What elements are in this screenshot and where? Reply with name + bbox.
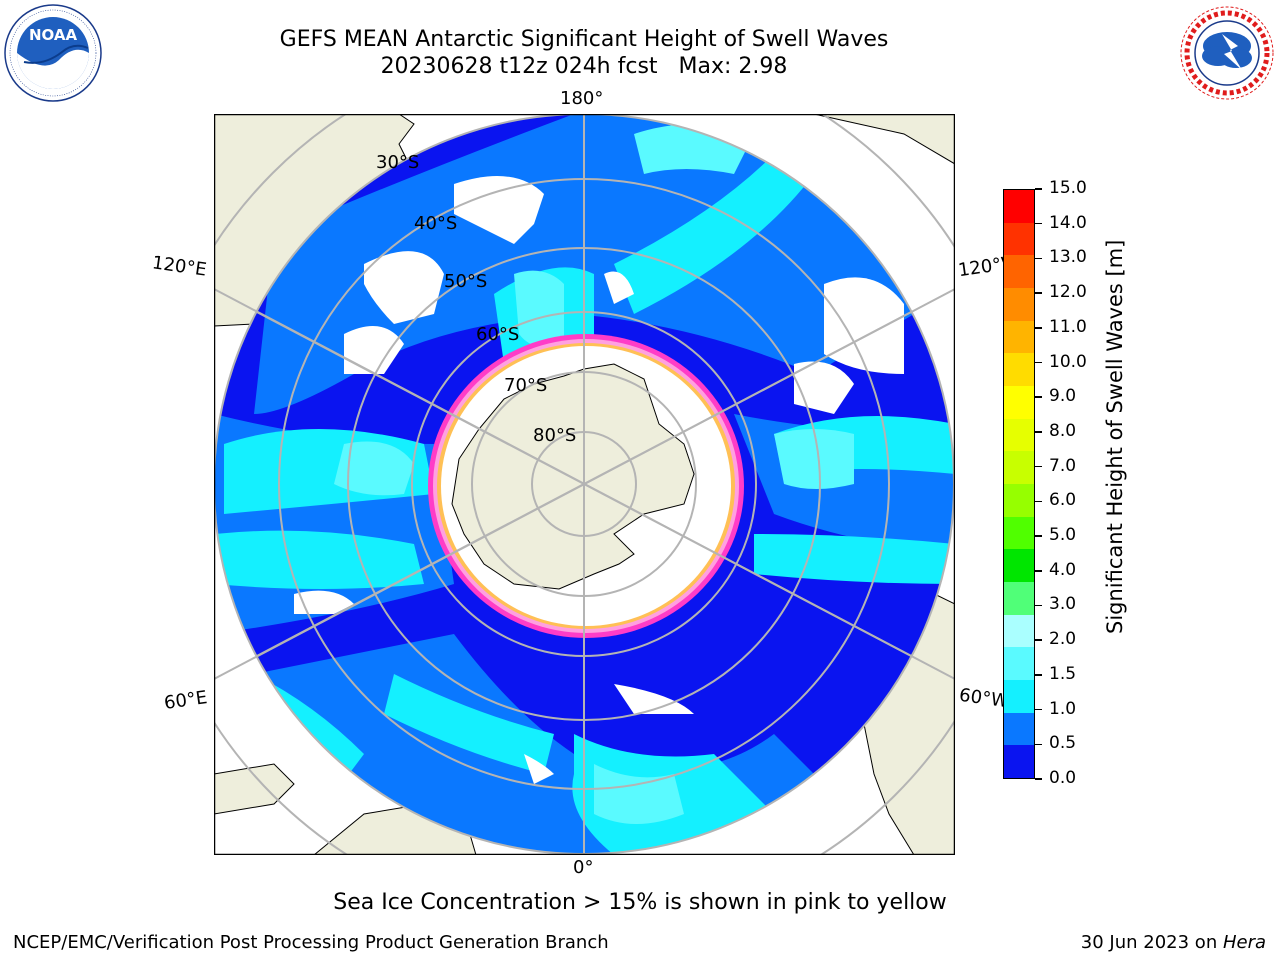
colorbar-cell [1004, 288, 1034, 321]
colorbar-tick-label: 1.0 [1049, 698, 1077, 719]
nws-logo [1178, 4, 1276, 102]
colorbar-tick-mark [1035, 188, 1042, 190]
colorbar-tick-label: 15.0 [1049, 178, 1087, 198]
lon-label-60e: 60°E [162, 687, 209, 714]
lat-label-60s: 60°S [476, 324, 520, 345]
colorbar-tick-label: 13.0 [1049, 247, 1087, 268]
lat-label-70s: 70°S [504, 375, 548, 396]
colorbar-cell [1004, 680, 1034, 713]
colorbar-cell [1004, 516, 1034, 550]
colorbar-cell [1004, 549, 1034, 583]
forecast-run: 20230628 t12z 024h fcst [380, 54, 658, 79]
colorbar-tick-mark [1035, 535, 1042, 537]
lon-label-180: 180° [560, 88, 604, 109]
lon-label-120e: 120°E [150, 252, 208, 281]
footer-date: 30 Jun 2023 on Hera [1081, 932, 1266, 953]
colorbar-cell [1004, 745, 1034, 779]
lat-label-80s: 80°S [533, 425, 577, 446]
colorbar-cell [1004, 647, 1034, 681]
colorbar-cell [1004, 614, 1034, 648]
colorbar-tick-label: 1.5 [1049, 663, 1077, 684]
sea-ice-note: Sea Ice Concentration > 15% is shown in … [333, 890, 947, 915]
colorbar-tick-mark [1035, 327, 1042, 329]
colorbar-tick-label: 4.0 [1049, 559, 1077, 580]
colorbar-cell [1004, 353, 1034, 387]
colorbar-tick-label: 9.0 [1049, 386, 1077, 407]
colorbar-tick-label: 8.0 [1049, 420, 1077, 441]
colorbar-tick-mark [1035, 570, 1042, 572]
colorbar-tick-mark [1035, 604, 1042, 607]
colorbar-tick-label: 0.0 [1049, 768, 1077, 788]
antarctica-landmass [451, 363, 695, 590]
colorbar-cell [1004, 582, 1034, 615]
colorbar-tick-label: 12.0 [1049, 282, 1087, 303]
colorbar-tick-mark [1035, 674, 1042, 676]
map-frame [214, 114, 955, 855]
colorbar-tick-label: 3.0 [1049, 594, 1077, 615]
polar-map [214, 114, 955, 855]
noaa-logo-text: NOAA [29, 26, 78, 44]
colorbar-tick-mark [1035, 361, 1042, 364]
colorbar-tick-mark [1035, 778, 1042, 780]
lat-label-40s: 40°S [414, 213, 458, 234]
footer-date-text: 30 Jun 2023 on [1080, 932, 1223, 953]
noaa-logo: NOAA [4, 4, 102, 102]
colorbar-tick-mark [1035, 500, 1042, 503]
colorbar-cell [1004, 484, 1034, 517]
colorbar-cell [1004, 190, 1034, 223]
colorbar-tick-mark [1035, 743, 1042, 746]
colorbar-tick-mark [1035, 708, 1042, 711]
colorbar-tick-mark [1035, 292, 1042, 294]
colorbar-tick-label: 14.0 [1049, 212, 1087, 233]
map-subtitle: 20230628 t12z 024h fcst Max: 2.98 [0, 54, 1168, 80]
colorbar-tick-label: 0.5 [1049, 733, 1077, 754]
footer-credit: NCEP/EMC/Verification Post Processing Pr… [13, 932, 609, 953]
lat-label-50s: 50°S [444, 271, 488, 292]
colorbar-tick-mark [1035, 431, 1042, 433]
colorbar-cell [1004, 222, 1034, 256]
colorbar-cell [1004, 712, 1034, 746]
colorbar-cell [1004, 451, 1034, 485]
colorbar-tick-label: 11.0 [1049, 316, 1087, 337]
colorbar-cell [1004, 418, 1034, 452]
colorbar-cell [1004, 255, 1034, 289]
colorbar-label: Significant Height of Swell Waves [m] [1103, 239, 1127, 634]
colorbar-tick-mark [1035, 465, 1042, 468]
colorbar-cell [1004, 320, 1034, 354]
map-title: GEFS MEAN Antarctic Significant Height o… [279, 27, 889, 52]
colorbar-tick-mark [1035, 222, 1042, 225]
colorbar [1003, 189, 1035, 779]
colorbar-tick-mark [1035, 257, 1042, 260]
colorbar-tick-label: 7.0 [1049, 455, 1077, 476]
colorbar-tick-label: 2.0 [1049, 629, 1077, 650]
colorbar-tick-mark [1035, 396, 1042, 398]
max-value: Max: 2.98 [678, 54, 788, 79]
colorbar-cell [1004, 386, 1034, 419]
lat-label-30s: 30°S [376, 152, 420, 173]
footer-machine: Hera [1222, 932, 1266, 953]
colorbar-tick-label: 5.0 [1049, 525, 1077, 546]
colorbar-tick-label: 10.0 [1049, 351, 1087, 372]
colorbar-ticks: 15.0 14.0 13.0 12.0 11.0 10.0 9.0 8.0 7.0 6.0 5.0 4… [1035, 178, 1115, 788]
no-data-areas [294, 176, 904, 784]
colorbar-tick-label: 6.0 [1049, 490, 1077, 511]
colorbar-tick-mark [1035, 639, 1042, 641]
lon-label-0: 0° [573, 857, 594, 878]
